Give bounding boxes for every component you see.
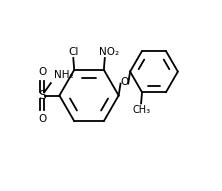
Text: O: O [38, 67, 46, 77]
Text: S: S [38, 89, 46, 102]
Text: O: O [120, 77, 129, 87]
Text: NO₂: NO₂ [99, 47, 119, 57]
Text: CH₃: CH₃ [132, 104, 150, 115]
Text: O: O [38, 114, 46, 124]
Text: NH₂: NH₂ [54, 70, 73, 80]
Text: Cl: Cl [68, 47, 78, 57]
